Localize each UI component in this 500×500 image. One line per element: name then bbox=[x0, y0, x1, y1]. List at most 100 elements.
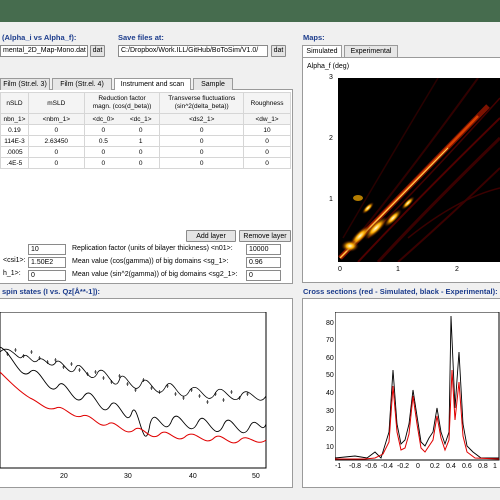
cross-plot-frame bbox=[335, 312, 500, 461]
window-titlebar[interactable] bbox=[0, 0, 500, 22]
table-cell[interactable]: 0.19 bbox=[0, 124, 29, 136]
header-msld[interactable]: mSLD bbox=[27, 92, 85, 114]
param-input-1[interactable]: 10 bbox=[28, 244, 66, 255]
table-cell[interactable]: 0 bbox=[138, 159, 143, 167]
mean-sin-gamma-input[interactable]: 0 bbox=[246, 270, 281, 281]
cross-xtick: -0.8 bbox=[349, 463, 362, 470]
table-row[interactable]: 114E-3 2.63450 0.5 1 0 0 bbox=[0, 135, 291, 147]
experimental-spin-points bbox=[6, 348, 249, 404]
map-bright-spots bbox=[341, 195, 415, 252]
table-cell[interactable]: 0 bbox=[243, 157, 291, 169]
subheader-nbm: <nbm_1> bbox=[27, 113, 85, 125]
save-files-title: Save files at: bbox=[118, 33, 164, 42]
param-input-h1[interactable]: 0 bbox=[28, 270, 66, 281]
add-layer-button[interactable]: Add layer bbox=[186, 230, 236, 242]
tab-film-str-el-3[interactable]: Film (Str.el. 3) bbox=[0, 78, 50, 90]
table-cell[interactable]: 0 bbox=[159, 124, 245, 136]
input-file-title: (Alpha_i vs Alpha_f): bbox=[2, 33, 77, 42]
table-cell[interactable]: 0 bbox=[138, 148, 143, 156]
map-ytick: 2 bbox=[329, 135, 333, 142]
map-xtick: 2 bbox=[455, 266, 459, 273]
simulated-cross-curve bbox=[335, 369, 500, 460]
tab-instrument-and-scan[interactable]: Instrument and scan bbox=[114, 78, 191, 90]
cross-sections-title: Cross sections (red - Simulated, black -… bbox=[303, 287, 498, 296]
table-cell[interactable]: 0 bbox=[243, 146, 291, 158]
cross-xtick: -0.4 bbox=[381, 463, 394, 470]
input-file-field[interactable]: mental_2D_Map-Mono.dat bbox=[0, 45, 88, 57]
cross-ytick: 10 bbox=[326, 444, 334, 451]
cross-sections-plot[interactable] bbox=[335, 312, 500, 462]
cross-ytick: 40 bbox=[326, 390, 334, 397]
map-xtick: 0 bbox=[338, 266, 342, 273]
save-path-field[interactable]: C:/Dropbox/Work.ILL/GitHub/BoToSim/V1.0/ bbox=[118, 45, 268, 57]
mean-cos-gamma-input[interactable]: 0.96 bbox=[246, 257, 281, 268]
cross-ytick: 80 bbox=[326, 320, 334, 327]
table-cell[interactable]: 1 bbox=[138, 137, 143, 145]
subheader-dc1: <dc_1> bbox=[129, 115, 152, 123]
mean-sin-gamma-label: Mean value (sin^2(gamma)) of big domains… bbox=[72, 271, 238, 278]
tab-experimental[interactable]: Experimental bbox=[344, 45, 398, 57]
alpha-map-heatmap[interactable] bbox=[338, 78, 500, 262]
table-cell[interactable]: 0 bbox=[27, 146, 85, 158]
spin-xtick: 20 bbox=[60, 473, 68, 480]
cross-xtick: -0.2 bbox=[397, 463, 410, 470]
table-cell[interactable]: 0 bbox=[243, 135, 291, 147]
spin-states-plot[interactable] bbox=[0, 312, 268, 470]
param-label-h1: h_1>: bbox=[3, 270, 21, 277]
header-nsld[interactable]: nSLD bbox=[0, 92, 29, 114]
table-cell[interactable]: 114E-3 bbox=[0, 135, 29, 147]
table-cell[interactable]: 0 bbox=[27, 124, 85, 136]
spin-states-title: spin states (I vs. Qz[Å**-1]): bbox=[2, 287, 100, 296]
cross-ytick: 20 bbox=[326, 426, 334, 433]
layer-table: nSLD mSLD Reduction factor magn. (cos(d_… bbox=[0, 92, 291, 169]
experimental-spin-curve-2 bbox=[0, 346, 267, 437]
tab-simulated[interactable]: Simulated bbox=[302, 45, 342, 57]
maps-title: Maps: bbox=[303, 33, 325, 42]
spin-xtick: 50 bbox=[252, 473, 260, 480]
table-cell[interactable]: 0.5 bbox=[98, 137, 108, 145]
header-reduction-factor[interactable]: Reduction factor magn. (cos(d_beta)) bbox=[83, 92, 161, 114]
cross-ytick: 50 bbox=[326, 372, 334, 379]
cross-ytick: 60 bbox=[326, 355, 334, 362]
subheader-dc: <dc_0> <dc_1> bbox=[83, 113, 161, 125]
table-cell[interactable]: 0 bbox=[159, 157, 245, 169]
mean-cos-gamma-label: Mean value (cos(gamma)) of big domains <… bbox=[72, 258, 229, 265]
table-cell[interactable]: 0 bbox=[27, 157, 85, 169]
save-path-browse-button[interactable]: dat bbox=[271, 45, 286, 57]
table-cell[interactable]: .0005 bbox=[0, 146, 29, 158]
table-cell[interactable]: 0 bbox=[138, 126, 143, 134]
table-cell[interactable]: 2.63450 bbox=[27, 135, 85, 147]
header-roughness[interactable]: Roughness bbox=[243, 92, 291, 114]
cross-xtick: 0 bbox=[416, 463, 420, 470]
map-fringes bbox=[342, 78, 500, 262]
replication-factor-label: Replication factor (units of bilayer thi… bbox=[72, 245, 233, 252]
input-file-browse-button[interactable]: dat bbox=[90, 45, 105, 57]
table-cell[interactable]: 0 bbox=[101, 126, 106, 134]
table-cell[interactable]: .4E-5 bbox=[0, 157, 29, 169]
table-cell[interactable]: 0.5 1 bbox=[83, 135, 161, 147]
table-cell[interactable]: 10 bbox=[243, 124, 291, 136]
header-transverse-fluctuations[interactable]: Transverse fluctuations (sin^2(delta_bet… bbox=[159, 92, 245, 114]
replication-factor-input[interactable]: 10000 bbox=[246, 244, 281, 255]
tab-film-str-el-4[interactable]: Film (Str.el. 4) bbox=[52, 78, 112, 90]
table-cell[interactable]: 0 bbox=[159, 135, 245, 147]
subheader-dc0: <dc_0> bbox=[92, 115, 115, 123]
spin-xtick: 40 bbox=[189, 473, 197, 480]
experimental-cross-curve bbox=[335, 315, 499, 459]
tab-sample[interactable]: Sample bbox=[193, 78, 233, 90]
map-ylabel: Alpha_f (deg) bbox=[307, 63, 350, 70]
remove-layer-button[interactable]: Remove layer bbox=[239, 230, 291, 242]
spin-plot-frame bbox=[0, 312, 267, 469]
param-label-csi1: <csi1>: bbox=[3, 257, 26, 264]
table-cell[interactable]: 0 bbox=[101, 148, 106, 156]
table-cell[interactable]: 0 bbox=[159, 146, 245, 158]
experimental-spin-curve bbox=[0, 348, 267, 401]
param-input-csi1[interactable]: 1.50E2 bbox=[28, 257, 66, 268]
table-cell[interactable]: 0 bbox=[101, 159, 106, 167]
